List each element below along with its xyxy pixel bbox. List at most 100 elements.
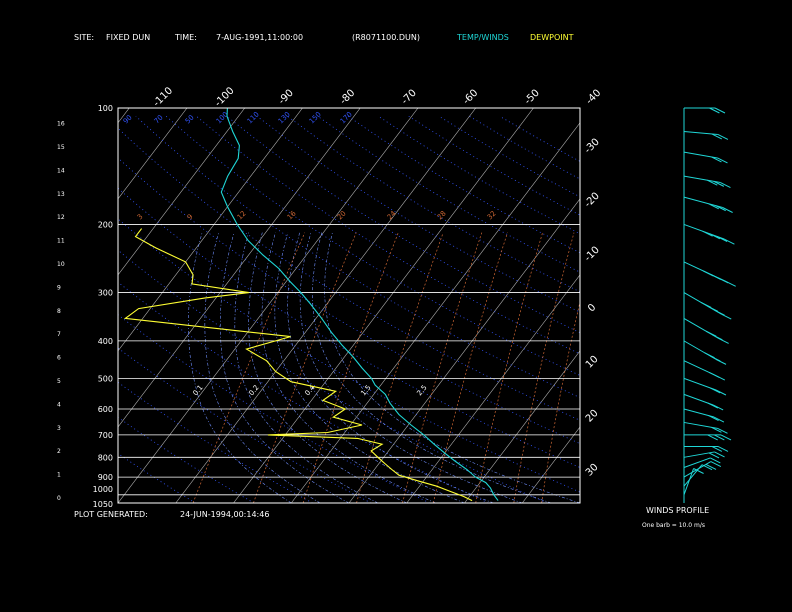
temperature-line (220, 108, 499, 501)
wind-barb-feather (722, 207, 733, 213)
right-temp-tick-label: 20 (584, 408, 601, 425)
height-tick-label: 14 (57, 167, 65, 174)
dry-adiabat (118, 381, 313, 503)
wind-barb-feather (724, 238, 735, 245)
height-tick-label: 12 (57, 214, 65, 221)
height-tick-label: 3 (57, 425, 61, 432)
moist-adiabat (204, 232, 321, 503)
winds-profile-title: WINDS PROFILE (646, 506, 710, 515)
height-tick-label: 0 (57, 495, 61, 502)
mixing-ratio-label: 12 (236, 209, 248, 221)
site-label: SITE: (74, 33, 95, 42)
moist-adiabat (287, 232, 494, 503)
theta-label: 1.5 (359, 384, 372, 398)
isotherm-line (291, 122, 580, 503)
pressure-tick-label: 500 (98, 374, 113, 383)
pressure-tick-label: 700 (98, 431, 113, 440)
isotherm-line (233, 108, 534, 503)
wind-barb-feather (702, 270, 714, 277)
dry-adiabat (347, 115, 580, 254)
wind-barb-feather (713, 416, 725, 423)
moist-adiabat (324, 232, 580, 503)
wind-barb-feather (712, 404, 724, 411)
wind-barb-feather (708, 452, 720, 459)
wind-barb-feather (716, 236, 728, 242)
height-tick-label: 8 (57, 308, 61, 315)
wind-barb-feather (720, 182, 731, 188)
dry-adiabat (118, 281, 489, 503)
dry-adiabat (165, 115, 580, 376)
height-tick-label: 6 (57, 355, 61, 362)
dry-adiabat-label: 50 (184, 113, 196, 125)
theta-label: 0.1 (191, 384, 204, 398)
wind-barb-feather (715, 205, 726, 212)
dry-adiabat (438, 115, 580, 198)
isotherm-line (0, 108, 14, 503)
mixing-ratio-line (192, 232, 306, 503)
dry-adiabat (118, 416, 255, 503)
wind-barb (683, 461, 712, 478)
wind-barb-feather (715, 389, 727, 396)
wind-barb-feather (705, 330, 717, 337)
top-temp-tick-label: -50 (523, 88, 542, 107)
mixing-ratio-label: 24 (386, 209, 398, 221)
wind-barb-feather (700, 301, 712, 308)
isotherm-line (638, 108, 792, 503)
dry-adiabat-label: 170 (339, 110, 354, 125)
dry-adiabat (196, 115, 580, 355)
file-id: (R8071100.DUN) (352, 33, 420, 42)
pressure-tick-label: 400 (98, 337, 113, 346)
site-value: FIXED DUN (106, 33, 151, 42)
dry-adiabat (287, 115, 580, 293)
height-tick-label: 9 (57, 284, 61, 291)
top-temp-tick-label: -110 (151, 85, 175, 109)
dry-adiabat-label: 130 (277, 110, 292, 125)
isotherm-line (175, 108, 476, 503)
right-temp-tick-label: 10 (584, 354, 601, 371)
mixing-ratio-line (513, 232, 575, 503)
height-tick-label: 1 (57, 472, 61, 479)
dry-adiabat (118, 218, 580, 493)
moist-adiabat (234, 232, 379, 503)
isotherm-line (406, 274, 580, 503)
mixing-ratio-line (402, 232, 483, 503)
isotherm-line (118, 108, 361, 428)
top-temp-tick-label: -70 (400, 88, 419, 107)
pressure-tick-label: 200 (98, 220, 113, 229)
mixing-ratio-label: 9 (186, 213, 195, 222)
wind-barb-feather (707, 402, 719, 409)
right-temp-tick-label: -30 (583, 137, 602, 156)
dry-adiabat (468, 115, 580, 180)
wind-barb (683, 457, 711, 468)
height-tick-label: 2 (57, 448, 61, 455)
wind-barb-feather (717, 446, 729, 452)
moist-adiabat (261, 232, 436, 503)
dry-adiabat (226, 115, 580, 334)
wind-barb-feather (710, 457, 721, 464)
wind-barb-feather (717, 157, 728, 164)
wind-barb-feather (714, 434, 725, 441)
moist-adiabat (220, 232, 350, 503)
height-tick-label: 16 (57, 121, 65, 128)
top-temp-tick-label: -90 (277, 88, 296, 107)
mixing-ratio-line (541, 300, 580, 503)
mixing-ratio-line (302, 232, 399, 503)
wind-barb-feather (711, 156, 722, 163)
mixing-ratio-label: 32 (486, 209, 498, 221)
isotherm-line (522, 426, 580, 503)
isotherm-line (464, 350, 580, 503)
dry-adiabat (118, 249, 548, 503)
moist-adiabat (299, 232, 523, 503)
dry-adiabat (118, 453, 196, 503)
wind-barb-feather (711, 133, 722, 140)
moist-adiabat (187, 232, 292, 503)
top-temp-tick-label: -60 (461, 88, 480, 107)
mixing-ratio-label: 28 (436, 209, 448, 221)
wind-barb-feather (705, 463, 717, 470)
height-tick-label: 5 (57, 378, 61, 385)
dry-adiabat (378, 115, 580, 235)
dry-adiabat-label: 110 (246, 110, 261, 125)
height-tick-label: 15 (57, 144, 65, 151)
isotherm-line (118, 108, 419, 503)
isotherm-line (118, 108, 245, 276)
